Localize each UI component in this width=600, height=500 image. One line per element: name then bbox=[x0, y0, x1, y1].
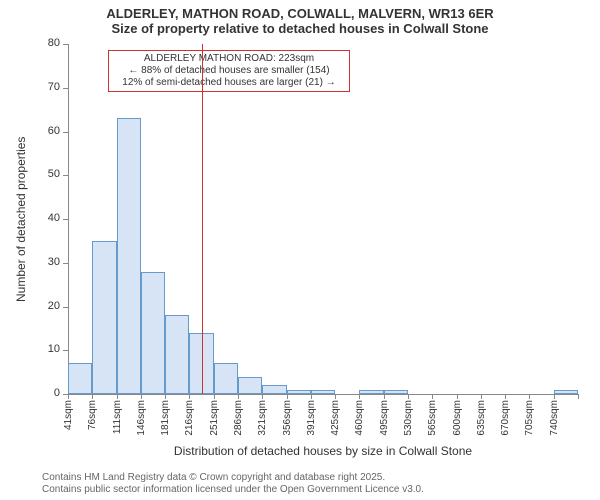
x-tick-label: 76sqm bbox=[87, 400, 98, 430]
x-tick bbox=[432, 394, 433, 399]
x-tick bbox=[335, 394, 336, 399]
y-tick bbox=[63, 132, 68, 133]
x-tick-label: 740sqm bbox=[549, 400, 560, 436]
x-tick-label: 565sqm bbox=[427, 400, 438, 436]
x-tick bbox=[92, 394, 93, 399]
y-tick-label: 10 bbox=[36, 343, 60, 355]
annotation-box: ALDERLEY MATHON ROAD: 223sqm ← 88% of de… bbox=[108, 50, 350, 92]
x-tick bbox=[214, 394, 215, 399]
x-tick-label: 181sqm bbox=[160, 400, 171, 436]
x-tick bbox=[529, 394, 530, 399]
attribution-line-1: Contains HM Land Registry data © Crown c… bbox=[42, 472, 424, 484]
x-tick-label: 146sqm bbox=[136, 400, 147, 436]
y-tick-label: 80 bbox=[36, 37, 60, 49]
histogram-bar bbox=[554, 390, 578, 394]
y-tick-label: 20 bbox=[36, 300, 60, 312]
x-tick bbox=[311, 394, 312, 399]
annotation-line-3: 12% of semi-detached houses are larger (… bbox=[113, 77, 345, 89]
x-tick bbox=[505, 394, 506, 399]
x-tick bbox=[189, 394, 190, 399]
x-tick-label: 600sqm bbox=[452, 400, 463, 436]
y-tick bbox=[63, 175, 68, 176]
x-tick-label: 670sqm bbox=[500, 400, 511, 436]
x-tick-label: 216sqm bbox=[184, 400, 195, 436]
x-tick-label: 391sqm bbox=[306, 400, 317, 436]
x-tick bbox=[578, 394, 579, 399]
histogram-bar bbox=[287, 390, 311, 394]
x-tick bbox=[384, 394, 385, 399]
y-tick-label: 40 bbox=[36, 212, 60, 224]
y-tick bbox=[63, 350, 68, 351]
chart-container: ALDERLEY, MATHON ROAD, COLWALL, MALVERN,… bbox=[0, 0, 600, 500]
y-tick-label: 60 bbox=[36, 125, 60, 137]
x-tick bbox=[165, 394, 166, 399]
histogram-bar bbox=[384, 390, 408, 394]
attribution: Contains HM Land Registry data © Crown c… bbox=[42, 472, 424, 496]
histogram-bar bbox=[311, 390, 335, 394]
title-line-1: ALDERLEY, MATHON ROAD, COLWALL, MALVERN,… bbox=[0, 0, 600, 21]
x-tick-label: 495sqm bbox=[379, 400, 390, 436]
x-tick-label: 635sqm bbox=[476, 400, 487, 436]
histogram-bar bbox=[117, 118, 141, 394]
y-axis-label: Number of detached properties bbox=[14, 44, 28, 394]
x-tick-label: 111sqm bbox=[112, 400, 123, 434]
x-tick-label: 251sqm bbox=[209, 400, 220, 436]
x-tick-label: 321sqm bbox=[257, 400, 268, 436]
histogram-bar bbox=[238, 377, 262, 395]
histogram-bar bbox=[165, 315, 189, 394]
histogram-bar bbox=[68, 363, 92, 394]
x-tick-label: 705sqm bbox=[524, 400, 535, 436]
y-tick bbox=[63, 88, 68, 89]
y-tick bbox=[63, 219, 68, 220]
y-tick-label: 30 bbox=[36, 256, 60, 268]
x-tick bbox=[359, 394, 360, 399]
x-tick bbox=[117, 394, 118, 399]
x-tick bbox=[262, 394, 263, 399]
x-axis-label: Distribution of detached houses by size … bbox=[68, 444, 578, 458]
annotation-line-2: ← 88% of detached houses are smaller (15… bbox=[113, 65, 345, 77]
x-tick-label: 41sqm bbox=[63, 400, 74, 430]
histogram-bar bbox=[214, 363, 238, 394]
marker-line bbox=[202, 44, 203, 394]
x-tick bbox=[141, 394, 142, 399]
y-tick bbox=[63, 263, 68, 264]
title-line-2: Size of property relative to detached ho… bbox=[0, 21, 600, 40]
x-tick-label: 530sqm bbox=[403, 400, 414, 436]
y-tick bbox=[63, 44, 68, 45]
y-tick-label: 70 bbox=[36, 81, 60, 93]
x-tick-label: 286sqm bbox=[233, 400, 244, 436]
x-tick bbox=[287, 394, 288, 399]
y-tick bbox=[63, 307, 68, 308]
y-tick-label: 50 bbox=[36, 168, 60, 180]
x-tick bbox=[408, 394, 409, 399]
histogram-bar bbox=[92, 241, 116, 394]
annotation-line-1: ALDERLEY MATHON ROAD: 223sqm bbox=[113, 53, 345, 65]
x-tick bbox=[481, 394, 482, 399]
x-tick-label: 425sqm bbox=[330, 400, 341, 436]
x-tick-label: 460sqm bbox=[354, 400, 365, 436]
y-tick-label: 0 bbox=[36, 387, 60, 399]
histogram-bar bbox=[359, 390, 383, 394]
attribution-line-2: Contains public sector information licen… bbox=[42, 484, 424, 496]
histogram-bar bbox=[141, 272, 165, 395]
x-tick bbox=[554, 394, 555, 399]
x-tick bbox=[68, 394, 69, 399]
x-tick-label: 356sqm bbox=[282, 400, 293, 436]
histogram-bar bbox=[262, 385, 286, 394]
x-tick bbox=[238, 394, 239, 399]
x-tick bbox=[457, 394, 458, 399]
